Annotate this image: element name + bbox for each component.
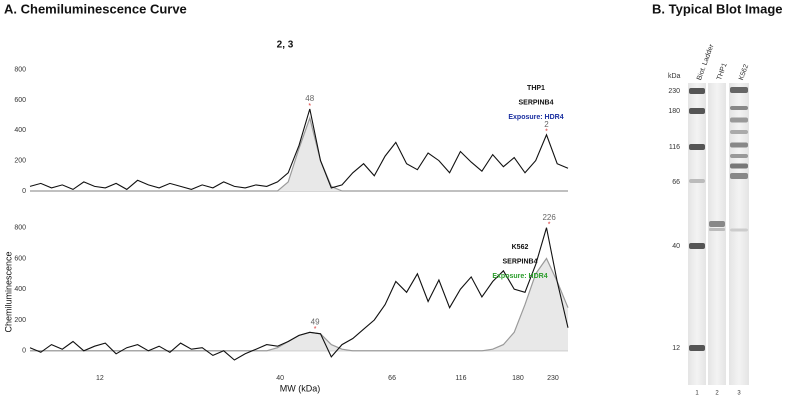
lane [729, 83, 749, 385]
k562-band [730, 163, 748, 169]
marker-label: 12 [672, 345, 680, 352]
y-tick-label: 200 [14, 157, 26, 164]
k562-band [730, 142, 748, 148]
lane [688, 83, 706, 385]
y-tick-label: 400 [14, 286, 26, 293]
ladder-band [689, 144, 705, 150]
signal-curve [29, 227, 569, 361]
lane-label: K562 [738, 63, 750, 81]
signal-curve [29, 108, 569, 191]
x-tick-label: 180 [512, 375, 524, 382]
y-tick-label: 0 [22, 188, 26, 195]
x-tick-label: 66 [388, 375, 396, 382]
k562-band [730, 130, 748, 134]
annotation: THP1 [527, 85, 545, 92]
blot-title: B. Typical Blot Image [652, 1, 783, 16]
marker-label: 180 [668, 108, 680, 115]
y-tick-label: 800 [14, 66, 26, 73]
y-tick-label: 600 [14, 255, 26, 262]
marker-label: 40 [672, 243, 680, 250]
marker-label: 230 [668, 88, 680, 95]
lane-label: THP1 [716, 62, 729, 81]
x-tick-label: 116 [455, 375, 466, 382]
y-tick-label: 0 [22, 348, 26, 355]
ladder-band [689, 88, 705, 94]
ladder-band [689, 243, 705, 249]
peak-marker: * [314, 326, 317, 333]
annotation: Exposure: HDR4 [492, 273, 547, 280]
lane [708, 83, 726, 385]
annotation: Exposure: HDR4 [508, 114, 563, 121]
lane-number: 1 [695, 391, 699, 397]
x-tick-label: 40 [276, 375, 284, 382]
k562-band [730, 228, 748, 232]
ladder-band [689, 345, 705, 351]
x-tick-label: 230 [547, 375, 559, 382]
y-tick-label: 800 [14, 225, 26, 232]
y-tick-label: 200 [14, 317, 26, 324]
k562-band [730, 154, 748, 158]
peak-label: 48 [305, 94, 314, 103]
blot-unit: kDa [668, 73, 681, 80]
x-axis-label: MW (kDa) [280, 383, 321, 393]
fit-area [30, 118, 568, 191]
annotation: SERPINB4 [518, 99, 553, 106]
thp1-band [709, 221, 725, 227]
marker-label: 116 [669, 144, 680, 151]
k562-band [730, 117, 748, 123]
subtitle: 2, 3 [277, 40, 294, 51]
lane-number: 2 [715, 391, 719, 397]
peak-label: 49 [311, 317, 320, 326]
peak-label: 2 [544, 120, 549, 129]
thp1-band [709, 228, 725, 231]
y-tick-label: 600 [14, 97, 26, 104]
k562-band [730, 87, 748, 93]
annotation: K562 [512, 244, 529, 251]
fit-area [30, 258, 568, 351]
peak-label: 226 [542, 213, 556, 222]
ladder-band [689, 179, 705, 183]
peak-marker: * [545, 129, 548, 136]
annotation: SERPINB4 [502, 258, 537, 265]
peak-marker: * [308, 103, 311, 110]
marker-label: 66 [672, 179, 680, 186]
fit-curve [30, 116, 568, 192]
x-tick-label: 12 [96, 375, 104, 382]
k562-band [730, 106, 748, 110]
y-tick-label: 400 [14, 127, 26, 134]
k562-band [730, 173, 748, 179]
peak-marker: * [548, 222, 551, 229]
lane-label: Biot. Ladder [696, 43, 716, 81]
y-axis-label: Chemiluminescence [3, 251, 13, 332]
lane-number: 3 [737, 391, 741, 397]
ladder-band [689, 108, 705, 114]
panel-title: A. Chemiluminescence Curve [4, 1, 187, 16]
